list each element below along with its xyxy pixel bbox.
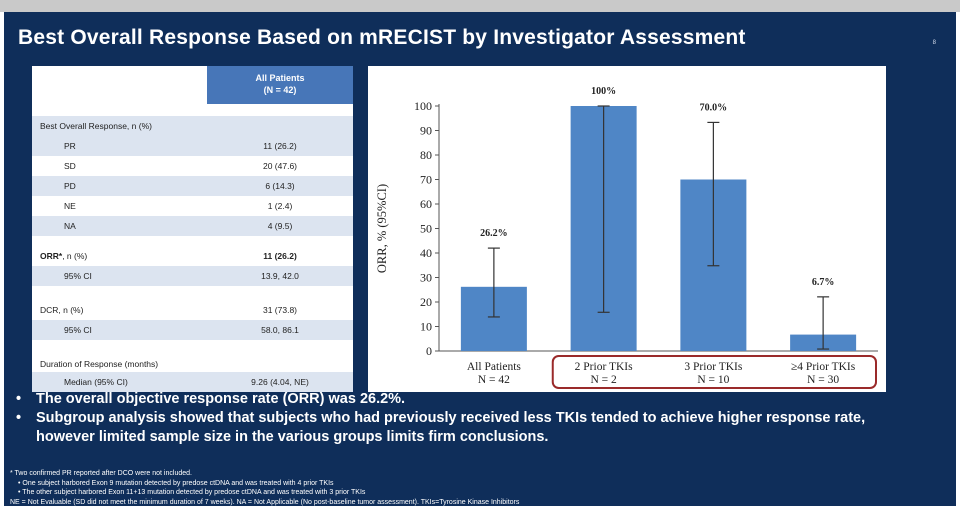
bullet-dot: •	[16, 390, 21, 409]
row-value: 9.26 (4.04, NE)	[207, 377, 353, 387]
table-header-blank	[32, 66, 207, 104]
y-tick-label: 100	[414, 99, 432, 113]
row-value: 11 (26.2)	[207, 141, 353, 151]
slide: Best Overall Response Based on mRECIST b…	[4, 12, 956, 506]
table-row: DCR, n (%) 31 (73.8)	[32, 300, 353, 320]
footnote: * Two confirmed PR reported after DCO we…	[10, 469, 940, 479]
row-label: Median (95% CI)	[64, 377, 128, 387]
category-count-label: N = 30	[807, 374, 839, 386]
orr-chart-panel: 0 10 20 30 40 50 60 70 80 90 100 ORR, % (95%CI) 26.2…	[368, 66, 886, 392]
all-patients-header: All Patients (N = 42)	[207, 66, 353, 104]
slide-title: Best Overall Response Based on mRECIST b…	[18, 26, 746, 50]
bullet-text: however limited sample size in the vario…	[36, 429, 548, 445]
row-label: Duration of Response (months)	[40, 359, 158, 369]
y-tick-label: 0	[426, 344, 432, 358]
table-row: NE 1 (2.4)	[32, 196, 353, 216]
header-title: All Patients	[207, 72, 353, 84]
category-count-label: N = 42	[478, 374, 510, 386]
table-row: 95% CI 13.9, 42.0	[32, 266, 353, 286]
bullet-item: • The overall objective response rate (O…	[14, 390, 949, 409]
header-count: (N = 42)	[207, 84, 353, 96]
table-row: NA 4 (9.5)	[32, 216, 353, 236]
orr-label-suffix: , n (%)	[62, 251, 87, 261]
footnotes: * Two confirmed PR reported after DCO we…	[10, 469, 940, 507]
bullet-item: • Subgroup analysis showed that subjects…	[14, 409, 949, 428]
footnote: • The other subject harbored Exon 11+13 …	[10, 488, 940, 498]
table-row: 95% CI 58.0, 86.1	[32, 320, 353, 340]
row-label: PD	[64, 181, 76, 191]
row-label: 95% CI	[64, 325, 92, 335]
category-count-label: N = 2	[590, 374, 617, 386]
orr-bar-chart: 0 10 20 30 40 50 60 70 80 90 100 ORR, % (95%CI) 26.2…	[368, 66, 886, 392]
y-tick-label: 10	[420, 320, 432, 334]
category-label: 2 Prior TKIs	[575, 361, 633, 373]
bullet-text: The overall objective response rate (ORR…	[36, 391, 405, 407]
table-row: ORR*, n (%) 11 (26.2)	[32, 246, 353, 266]
row-label: Best Overall Response, n (%)	[40, 121, 152, 131]
y-tick-label: 30	[420, 271, 432, 285]
response-table: All Patients (N = 42) Best Overall Respo…	[32, 66, 353, 392]
row-value: 58.0, 86.1	[207, 325, 353, 335]
y-tick-label: 50	[420, 222, 432, 236]
table-header: All Patients (N = 42)	[32, 66, 353, 104]
table-row: SD 20 (47.6)	[32, 156, 353, 176]
row-label: PR	[64, 141, 76, 151]
row-value: 1 (2.4)	[207, 201, 353, 211]
row-value: 13.9, 42.0	[207, 271, 353, 281]
table-row: PD 6 (14.3)	[32, 176, 353, 196]
bullet-text: Subgroup analysis showed that subjects w…	[36, 410, 865, 426]
table-row: Best Overall Response, n (%)	[32, 116, 353, 136]
row-label: 95% CI	[64, 271, 92, 281]
table-row: Median (95% CI) 9.26 (4.04, NE)	[32, 372, 353, 392]
y-tick-label: 90	[420, 124, 432, 138]
y-axis-title: ORR, % (95%CI)	[375, 184, 389, 273]
bullet-continuation: however limited sample size in the vario…	[14, 428, 949, 447]
row-value: 11 (26.2)	[207, 251, 353, 261]
footnote: • One subject harbored Exon 9 mutation d…	[10, 479, 940, 489]
category-label: ≥4 Prior TKIs	[791, 361, 856, 373]
orr-label: ORR*	[40, 251, 62, 261]
row-label: SD	[64, 161, 76, 171]
y-tick-label: 20	[420, 295, 432, 309]
row-label: DCR, n (%)	[40, 305, 83, 315]
y-tick-label: 40	[420, 246, 432, 260]
data-label: 26.2%	[480, 228, 508, 239]
data-label: 70.0%	[700, 102, 728, 113]
data-label: 6.7%	[812, 277, 835, 288]
data-label: 100%	[591, 86, 616, 97]
y-tick-label: 80	[420, 148, 432, 162]
bullet-dot: •	[16, 409, 21, 428]
row-value: 6 (14.3)	[207, 181, 353, 191]
slide-number: 8	[933, 40, 936, 46]
category-count-label: N = 10	[697, 374, 729, 386]
window-frame	[0, 0, 960, 12]
key-findings: • The overall objective response rate (O…	[14, 390, 949, 447]
category-label: 3 Prior TKIs	[684, 361, 742, 373]
y-tick-label: 60	[420, 197, 432, 211]
row-value: 31 (73.8)	[207, 305, 353, 315]
table-row: PR 11 (26.2)	[32, 136, 353, 156]
row-value: 4 (9.5)	[207, 221, 353, 231]
table-row: Duration of Response (months)	[32, 354, 353, 374]
category-label: All Patients	[467, 361, 522, 373]
row-label: ORR*, n (%)	[40, 251, 87, 261]
row-label: NA	[64, 221, 76, 231]
row-label: NE	[64, 201, 76, 211]
y-tick-label: 70	[420, 173, 432, 187]
row-value: 20 (47.6)	[207, 161, 353, 171]
